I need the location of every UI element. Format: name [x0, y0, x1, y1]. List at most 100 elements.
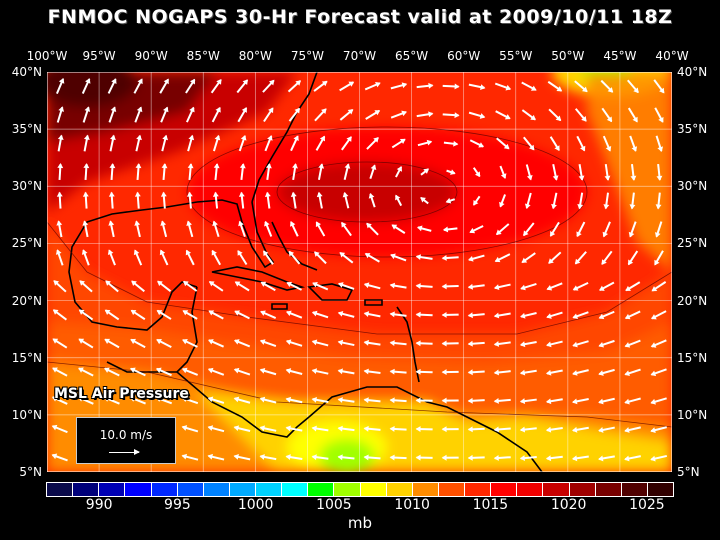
us-east-coast: [251, 72, 318, 203]
wind-vector-head: [500, 173, 507, 179]
wind-vector-head: [441, 397, 447, 404]
wind-vector-head: [186, 220, 192, 227]
wind-vector-head: [363, 339, 369, 346]
wind-vector-head: [208, 339, 214, 345]
wind-vector-head: [577, 204, 584, 210]
wind-vector-head: [389, 397, 395, 404]
colorbar-swatch: [256, 483, 282, 496]
wind-vectors: [51, 78, 668, 462]
cuba: [211, 266, 306, 291]
wind-vector-head: [480, 84, 486, 90]
wind-vector-head: [213, 163, 220, 169]
wind-vector-head: [624, 398, 630, 405]
wind-vector-head: [52, 309, 59, 315]
wind-vector-head: [442, 226, 449, 233]
wind-vector-head: [286, 310, 292, 317]
wind-vector-head: [259, 454, 265, 460]
wind-vector-head: [628, 259, 634, 266]
wind-vector-head: [56, 220, 63, 226]
central-america: [106, 286, 310, 438]
latitude-label: 5°N: [19, 465, 42, 479]
wind-vector-head: [233, 339, 240, 345]
wind-vector-head: [576, 231, 582, 238]
wind-vector-head: [285, 425, 291, 432]
longitude-label: 60°W: [447, 49, 481, 63]
wind-vector-head: [650, 342, 657, 348]
wind-vector-head: [337, 425, 343, 432]
wind-vector-head: [526, 174, 533, 181]
wind-vector-head: [285, 454, 291, 460]
wind-vector-head: [233, 425, 240, 432]
wind-vector-head: [504, 114, 511, 120]
wind-vector-head: [104, 338, 111, 344]
wind-vector-head: [530, 114, 536, 121]
wind-vector-head: [265, 163, 272, 169]
wind-vector-head: [629, 204, 636, 210]
wind-vector-head: [450, 169, 456, 175]
wind-vector-head: [630, 175, 637, 181]
wind-vector-head: [78, 338, 85, 344]
wind-vector-head: [105, 280, 111, 286]
wind-vector-head: [321, 80, 328, 87]
wind-vector-head: [524, 203, 531, 210]
wind-vector-head: [207, 367, 214, 374]
wind-vector-head: [156, 338, 162, 345]
wind-vector-head: [415, 254, 422, 261]
wind-vector-head: [108, 191, 115, 197]
longitude-label: 55°W: [499, 49, 533, 63]
wind-vector-head: [624, 427, 630, 433]
wind-vector-head: [493, 426, 499, 433]
colorbar-swatch: [334, 483, 360, 496]
longitude-label: 70°W: [342, 49, 377, 63]
wind-vector-head: [264, 191, 271, 197]
wind-vector-head: [546, 313, 552, 319]
wind-vector-head: [441, 255, 447, 261]
wind-vector-head: [110, 106, 117, 113]
wind-vector-head: [550, 231, 556, 237]
wind-vector-head: [417, 225, 423, 232]
wind-vector-head: [552, 175, 559, 181]
wind-vector-head: [468, 255, 474, 262]
wind-vector-head: [321, 108, 327, 114]
wind-vector-head: [133, 249, 140, 256]
wind-vector-head: [348, 81, 355, 87]
colorbar-swatch: [595, 483, 621, 496]
colorbar-swatch: [203, 483, 229, 496]
longitude-label: 65°W: [395, 49, 429, 63]
wind-vector-head: [285, 368, 292, 374]
wind-vector-head: [83, 134, 90, 141]
wind-vector-head: [389, 454, 395, 461]
pressure-map: [47, 72, 672, 472]
wind-vector-head: [162, 134, 169, 141]
wind-vector-head: [578, 175, 585, 181]
wind-vector-head: [495, 229, 502, 235]
wind-vector-head: [208, 281, 215, 287]
wind-vector-head: [599, 285, 605, 291]
wind-vector-head: [441, 283, 447, 290]
bahamas: [271, 221, 318, 271]
wind-vector-head: [598, 370, 604, 376]
colorbar-swatch: [177, 483, 203, 496]
wind-vector-head: [363, 311, 370, 317]
wind-vector-head: [82, 191, 89, 197]
wind-vector-head: [651, 286, 658, 292]
wind-vector-head: [423, 168, 429, 174]
wind-vector-head: [288, 250, 295, 257]
wind-vector-head: [286, 281, 293, 288]
wind-vector-head: [233, 453, 239, 460]
wind-vector-head: [441, 369, 447, 376]
wind-vector-head: [58, 78, 65, 84]
colorbar-label: 1010: [394, 497, 430, 513]
field-label: MSL Air Pressure: [54, 386, 189, 402]
colorbar-swatch: [125, 483, 151, 496]
puerto-rico: [364, 299, 383, 306]
wind-vector-head: [234, 310, 240, 316]
wind-vector-head: [389, 340, 395, 346]
wind-vector-head: [186, 191, 193, 197]
wind-vector-head: [624, 370, 630, 377]
wind-vector-head: [633, 87, 639, 94]
wind-vector-head: [312, 281, 318, 288]
wind-vector-head: [51, 453, 58, 460]
wind-vector-head: [499, 201, 505, 208]
wind-vector-head: [233, 367, 240, 374]
